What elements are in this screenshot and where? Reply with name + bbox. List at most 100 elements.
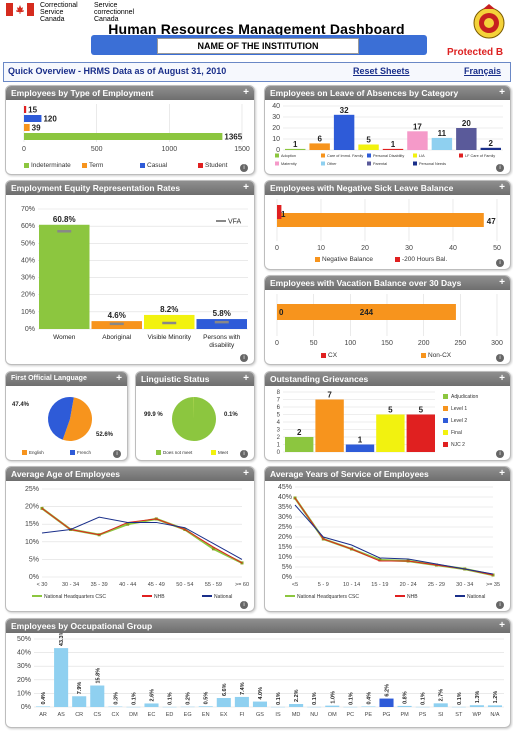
data-label: 15 (28, 106, 37, 115)
category-label: PE (365, 712, 373, 718)
bar (309, 143, 330, 150)
data-label: 0.1% (312, 692, 318, 705)
tick-label: 5% (29, 556, 39, 563)
data-point (40, 506, 44, 510)
department-name-en: Correctional Service Canada (40, 2, 78, 23)
data-label: 47.4% (12, 402, 30, 408)
legend-swatch (22, 450, 27, 455)
panel-title: Employees on Leave of Absences by Catego… (265, 86, 510, 100)
reset-sheets-link[interactable]: Reset Sheets (353, 66, 410, 76)
expand-button[interactable]: + (499, 620, 505, 631)
legend-label: Indeterminate (31, 162, 71, 169)
category-label: 5 - 9 (318, 582, 329, 588)
tick-label: 10 (317, 245, 325, 252)
data-label: 2.6% (150, 689, 156, 702)
expand-button[interactable]: + (243, 182, 249, 193)
bar (72, 696, 87, 707)
bar (234, 696, 249, 707)
legend-swatch (275, 153, 279, 158)
data-label: 1.2% (493, 691, 499, 704)
tick-label: 30 (272, 114, 280, 121)
expand-button[interactable]: + (499, 87, 505, 98)
data-label: 5 (388, 406, 393, 415)
info-icon[interactable]: i (496, 601, 504, 609)
panel-title: Employees with Negative Sick Leave Balan… (265, 181, 510, 195)
data-label: 1 (281, 210, 286, 219)
info-icon[interactable]: i (496, 450, 504, 458)
panel-title: Employment Equity Representation Rates (6, 181, 254, 195)
series-line-national-headquarters-csc (294, 497, 494, 577)
data-label: 0.1% (168, 692, 174, 705)
legend-label: Care of Immd. Family (327, 154, 363, 158)
info-icon[interactable]: i (496, 259, 504, 267)
expand-button[interactable]: + (243, 468, 249, 479)
bar-indeterminate (24, 133, 223, 140)
legend-swatch (421, 353, 426, 358)
info-icon[interactable]: i (496, 354, 504, 362)
info-icon[interactable]: i (113, 450, 121, 458)
tick-label: 25% (25, 486, 39, 493)
bar (285, 148, 306, 150)
tick-label: 25% (278, 524, 292, 531)
category-label: 40 - 44 (119, 582, 136, 588)
bar (54, 648, 69, 707)
expand-button[interactable]: + (243, 87, 249, 98)
data-label: 0.1% (224, 412, 238, 418)
category-label: EC (148, 712, 156, 718)
data-label: 0.5% (204, 692, 210, 705)
data-label: 11 (438, 129, 447, 138)
data-label: 2 (297, 428, 302, 437)
expand-button[interactable]: + (499, 182, 505, 193)
legend-swatch (82, 163, 87, 168)
chart-sick-leave: 0 10 20 30 40 50 47 1 Negative Balance -200 Hours… (275, 199, 501, 263)
category-label: disability (209, 342, 235, 349)
data-label: 1 (293, 140, 298, 149)
panel-title: Outstanding Grievances (265, 372, 510, 386)
expand-button[interactable]: + (499, 373, 505, 384)
chart-equity: 0% 10% 20% 30% 40% 50% 60% 70% 60.8% Women 4.6% Abo… (21, 206, 248, 349)
tick-label: 70% (21, 206, 35, 213)
panel-equity: Employment Equity Representation Rates +… (5, 180, 255, 365)
legend-label: Adoption (281, 154, 296, 158)
tick-label: 0% (29, 574, 39, 581)
data-label: 39 (32, 124, 41, 133)
category-label: IS (275, 712, 281, 718)
legend-label: Level 1 (451, 406, 467, 412)
expand-button[interactable]: + (243, 373, 249, 384)
tick-label: 60% (21, 223, 35, 230)
data-label: 7.9% (77, 682, 83, 695)
info-icon[interactable]: i (240, 450, 248, 458)
info-icon[interactable]: i (240, 164, 248, 172)
data-label: 0.3% (113, 692, 119, 705)
legend-swatch (443, 430, 448, 435)
info-icon[interactable]: i (240, 354, 248, 362)
bar (285, 437, 314, 452)
expand-button[interactable]: + (499, 277, 505, 288)
tick-label: 4 (277, 420, 281, 426)
chart-age: 0% 5% 10% 15% 20% 25% < 30 30 - 34 35 - 39 40 - 4… (25, 486, 249, 600)
tick-label: 20% (21, 292, 35, 299)
language-toggle-link[interactable]: Français (464, 66, 502, 76)
tick-label: 6 (277, 405, 281, 411)
expand-button[interactable]: + (116, 373, 122, 384)
category-label: Women (53, 334, 76, 341)
category-label: < 30 (37, 582, 48, 588)
info-icon[interactable]: i (496, 164, 504, 172)
tick-label: 50 (493, 245, 501, 252)
bar-term (24, 124, 30, 131)
legend-label: National (214, 594, 232, 600)
bar (382, 148, 404, 150)
bar--200-hours-bal- (277, 205, 282, 219)
legend-label: Student (205, 162, 228, 169)
tick-label: 500 (91, 146, 103, 153)
data-label: 0.1% (131, 692, 137, 705)
data-label: 2 (489, 139, 494, 148)
info-icon[interactable]: i (240, 601, 248, 609)
institution-name: NAME OF THE INSTITUTION (157, 38, 359, 54)
data-label: 0.8% (403, 691, 409, 704)
expand-button[interactable]: + (499, 468, 505, 479)
tick-label: 8 (277, 390, 281, 396)
bar (289, 704, 304, 707)
